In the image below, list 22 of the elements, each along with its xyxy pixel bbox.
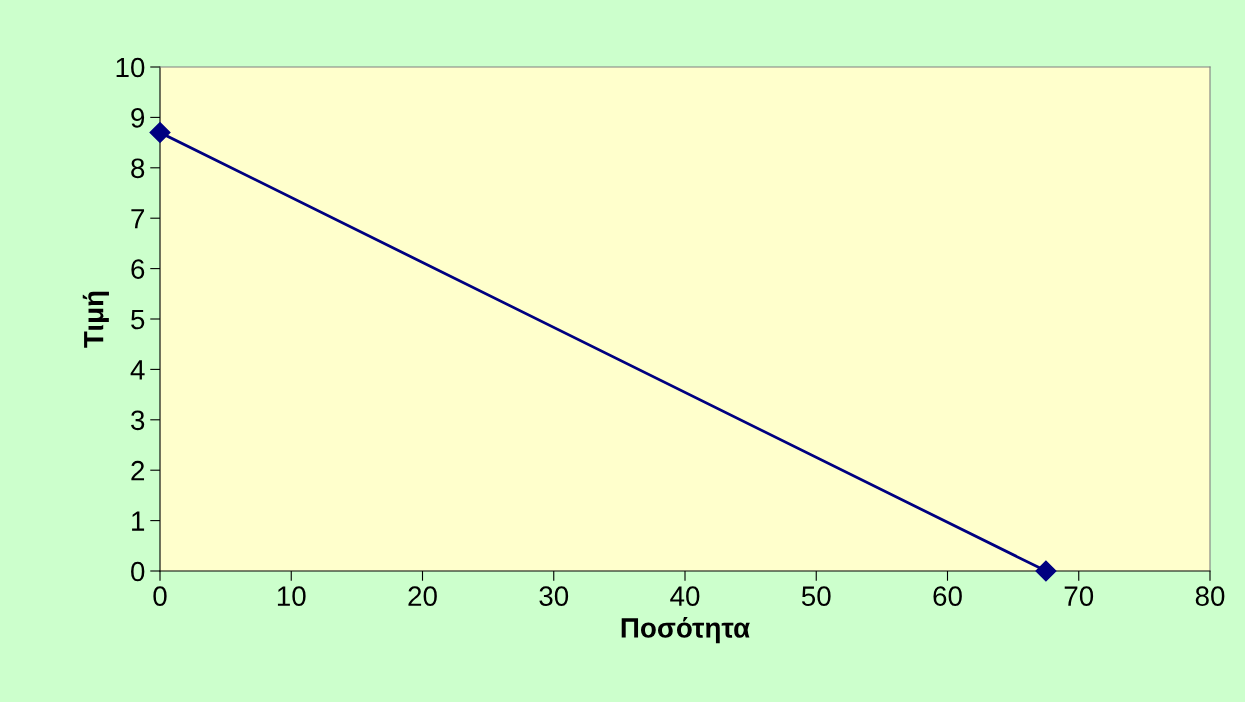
y-tick-label: 8 [131, 158, 145, 179]
y-tick-label: 9 [131, 108, 145, 128]
x-tick-label: 40 [670, 586, 700, 606]
y-tick-label: 2 [131, 460, 145, 481]
x-tick-label: 30 [539, 586, 569, 606]
y-tick-label: 6 [131, 259, 145, 279]
y-tick-label: 0 [131, 561, 145, 582]
x-tick-label: 10 [277, 586, 306, 606]
y-tick-label: 5 [131, 309, 145, 330]
x-tick-label: 20 [408, 586, 437, 606]
x-tick-label: 60 [933, 586, 962, 606]
x-tick-label: 0 [153, 586, 167, 606]
x-tick-label: 50 [801, 586, 831, 606]
y-axis-title: Τιμή [82, 291, 109, 348]
x-tick-label: 70 [1064, 586, 1094, 606]
y-tick-label: 3 [131, 410, 145, 431]
x-axis-title: Ποσότητα [621, 617, 750, 644]
y-tick-label: 1 [132, 511, 145, 531]
y-tick-label: 10 [116, 57, 145, 78]
y-tick-label: 7 [131, 209, 145, 229]
y-tick-label: 4 [130, 360, 145, 380]
x-tick-label: 80 [1195, 586, 1225, 606]
